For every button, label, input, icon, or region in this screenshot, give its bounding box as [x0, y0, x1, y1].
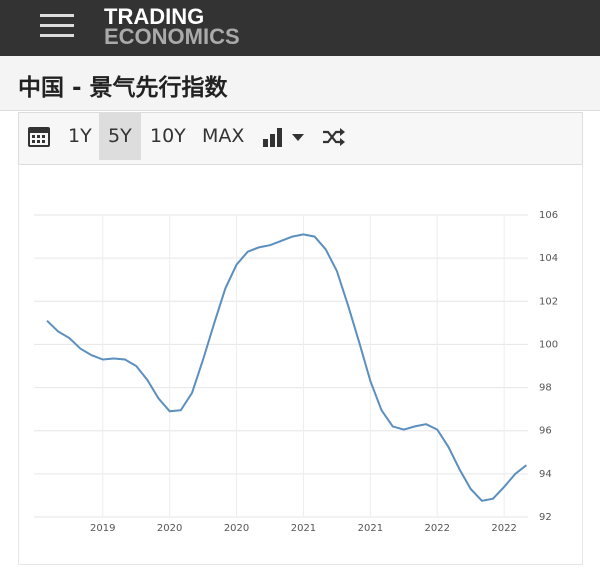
- title-bar: 中国 - 景气先行指数: [0, 56, 600, 111]
- menu-icon[interactable]: [40, 34, 74, 37]
- menu-icon[interactable]: [40, 24, 74, 27]
- page-title: 中国 - 景气先行指数: [18, 75, 228, 101]
- toolbar: 1Y 5Y 10Y MAX: [18, 112, 583, 165]
- chart: 92 94 96 98 100 102 104 106 2019 2020 2020 2021 2021…: [34, 210, 558, 534]
- range-button[interactable]: 10Y: [150, 125, 186, 147]
- logo[interactable]: TRADING: [104, 4, 205, 29]
- x-tick-label: 2020: [157, 523, 182, 534]
- calendar-icon[interactable]: [27, 125, 51, 149]
- range-button[interactable]: 5Y: [99, 113, 141, 160]
- x-tick-label: 2019: [90, 523, 115, 534]
- y-tick-label: 102: [539, 296, 558, 307]
- menu-icon[interactable]: [40, 14, 74, 17]
- x-tick-label: 2021: [291, 523, 316, 534]
- x-tick-label: 2022: [491, 523, 516, 534]
- y-tick-label: 98: [539, 383, 552, 394]
- y-tick-label: 94: [539, 469, 552, 480]
- range-button[interactable]: MAX: [202, 125, 245, 147]
- logo[interactable]: ECONOMICS: [104, 24, 240, 49]
- y-tick-label: 104: [539, 253, 558, 264]
- x-tick-label: 2022: [425, 523, 450, 534]
- y-tick-label: 96: [539, 426, 552, 437]
- y-tick-label: 92: [539, 512, 552, 523]
- y-tick-label: 106: [539, 210, 558, 221]
- line-series: [46, 233, 528, 502]
- x-tick-label: 2021: [358, 523, 383, 534]
- top-bar: TRADING ECONOMICS: [0, 0, 600, 56]
- x-tick-label: 2020: [224, 523, 249, 534]
- range-button[interactable]: 1Y: [68, 125, 92, 147]
- chart-panel: 92 94 96 98 100 102 104 106 2019 2020 2020 2021 2021…: [18, 164, 583, 565]
- y-tick-label: 100: [539, 339, 558, 350]
- chart-tools[interactable]: [261, 125, 361, 149]
